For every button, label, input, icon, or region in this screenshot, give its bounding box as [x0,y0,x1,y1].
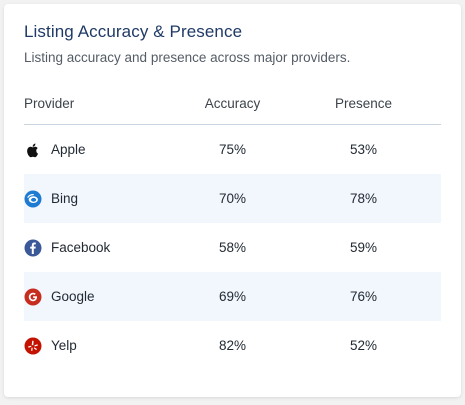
presence-cell: 59% [349,240,378,255]
presence-cell: 53% [349,142,378,157]
accuracy-cell: 58% [218,240,247,255]
google-icon [24,288,42,306]
provider-cell: Facebook [24,239,179,257]
facebook-icon [24,239,42,257]
accuracy-cell: 82% [218,338,247,353]
card-subtitle: Listing accuracy and presence across maj… [24,50,351,65]
table-row: Bing 70% 78% [24,174,441,223]
provider-cell: Yelp [24,337,179,355]
table-header: Provider Accuracy Presence [24,96,441,125]
table-row: Facebook 58% 59% [24,223,441,272]
presence-cell: 52% [349,338,378,353]
provider-name: Google [51,288,95,304]
accuracy-cell: 70% [218,191,247,206]
presence-cell: 78% [349,191,378,206]
listing-accuracy-card: Listing Accuracy & Presence Listing accu… [4,4,461,397]
table-row: Google 69% 76% [24,272,441,321]
table-row: Yelp 82% 52% [24,321,441,370]
column-header-provider: Provider [24,96,75,111]
table-row: Apple 75% 53% [24,125,441,174]
bing-icon [24,190,42,208]
provider-name: Bing [51,190,79,206]
provider-cell: Google [24,288,179,306]
provider-cell: Apple [24,141,179,159]
presence-cell: 76% [349,289,378,304]
providers-table: Provider Accuracy Presence Apple 75% 53% [24,96,441,370]
card-title: Listing Accuracy & Presence [24,22,243,41]
provider-cell: Bing [24,190,179,208]
accuracy-cell: 75% [218,142,247,157]
provider-name: Facebook [51,239,111,255]
column-header-accuracy: Accuracy [204,96,261,111]
apple-icon [24,141,42,159]
accuracy-cell: 69% [218,289,247,304]
provider-name: Apple [51,141,86,157]
column-header-presence: Presence [334,96,393,111]
provider-name: Yelp [51,337,77,353]
yelp-icon [24,337,42,355]
